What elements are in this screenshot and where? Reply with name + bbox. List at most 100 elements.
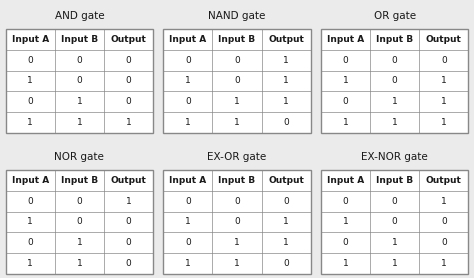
Text: 0: 0 — [343, 238, 348, 247]
Text: 0: 0 — [27, 56, 33, 65]
Text: 0: 0 — [185, 56, 191, 65]
Text: 1: 1 — [283, 76, 289, 85]
Text: 1: 1 — [343, 76, 348, 85]
Text: 0: 0 — [283, 197, 289, 206]
Text: Output: Output — [268, 35, 304, 44]
Text: 1: 1 — [27, 118, 33, 127]
Text: 1: 1 — [76, 118, 82, 127]
Text: Input B: Input B — [376, 176, 413, 185]
Text: Input A: Input A — [12, 35, 49, 44]
Text: 1: 1 — [392, 97, 398, 106]
Text: 0: 0 — [234, 56, 240, 65]
Text: 1: 1 — [283, 217, 289, 226]
Text: 0: 0 — [283, 259, 289, 268]
Bar — [164, 29, 310, 133]
Text: Input B: Input B — [219, 35, 255, 44]
Bar — [164, 29, 310, 133]
Text: 0: 0 — [126, 259, 131, 268]
Text: 1: 1 — [343, 259, 348, 268]
Text: 0: 0 — [441, 217, 447, 226]
Text: 1: 1 — [392, 118, 398, 127]
Text: 0: 0 — [392, 197, 398, 206]
Text: 1: 1 — [234, 97, 240, 106]
Text: 1: 1 — [234, 238, 240, 247]
Text: Output: Output — [110, 176, 146, 185]
Text: Input B: Input B — [219, 176, 255, 185]
Text: NAND gate: NAND gate — [208, 11, 266, 21]
Text: 1: 1 — [441, 97, 447, 106]
Text: Output: Output — [426, 176, 462, 185]
Text: Input A: Input A — [169, 35, 207, 44]
Bar — [164, 170, 310, 274]
Text: Input A: Input A — [12, 176, 49, 185]
Text: 1: 1 — [441, 118, 447, 127]
Text: 0: 0 — [392, 76, 398, 85]
Text: 1: 1 — [185, 76, 191, 85]
Text: 0: 0 — [392, 217, 398, 226]
Text: 0: 0 — [27, 97, 33, 106]
Text: Output: Output — [110, 35, 146, 44]
Text: Input A: Input A — [169, 176, 207, 185]
Text: 1: 1 — [27, 76, 33, 85]
Bar — [6, 170, 153, 274]
Text: 1: 1 — [441, 197, 447, 206]
Bar — [321, 170, 468, 274]
Text: 0: 0 — [234, 197, 240, 206]
Text: 0: 0 — [126, 217, 131, 226]
Text: Output: Output — [426, 35, 462, 44]
Text: 1: 1 — [283, 56, 289, 65]
Text: 1: 1 — [441, 76, 447, 85]
Text: 1: 1 — [283, 97, 289, 106]
Text: 0: 0 — [343, 97, 348, 106]
Text: Input B: Input B — [61, 35, 98, 44]
Text: 1: 1 — [343, 118, 348, 127]
Text: 0: 0 — [185, 238, 191, 247]
Text: OR gate: OR gate — [374, 11, 416, 21]
Bar — [6, 29, 153, 133]
Text: 0: 0 — [76, 76, 82, 85]
Text: 0: 0 — [126, 56, 131, 65]
Text: 1: 1 — [76, 259, 82, 268]
Text: 1: 1 — [27, 217, 33, 226]
Text: 0: 0 — [283, 118, 289, 127]
Bar — [321, 170, 468, 274]
Text: 0: 0 — [126, 76, 131, 85]
Text: 0: 0 — [343, 56, 348, 65]
Text: 1: 1 — [76, 238, 82, 247]
Text: 0: 0 — [441, 56, 447, 65]
Text: Input B: Input B — [376, 35, 413, 44]
Text: 0: 0 — [185, 197, 191, 206]
Text: 1: 1 — [234, 259, 240, 268]
Bar — [6, 170, 153, 274]
Text: 0: 0 — [234, 76, 240, 85]
Text: EX-OR gate: EX-OR gate — [207, 152, 266, 162]
Text: 0: 0 — [126, 238, 131, 247]
Text: 1: 1 — [126, 118, 131, 127]
Bar — [164, 170, 310, 274]
Text: 1: 1 — [185, 217, 191, 226]
Text: 0: 0 — [343, 197, 348, 206]
Text: 0: 0 — [234, 217, 240, 226]
Bar — [321, 29, 468, 133]
Text: Input A: Input A — [327, 35, 364, 44]
Text: 1: 1 — [441, 259, 447, 268]
Text: 1: 1 — [185, 118, 191, 127]
Text: 1: 1 — [283, 238, 289, 247]
Text: 0: 0 — [126, 97, 131, 106]
Text: EX-NOR gate: EX-NOR gate — [361, 152, 428, 162]
Text: 1: 1 — [343, 217, 348, 226]
Text: 0: 0 — [76, 197, 82, 206]
Text: 0: 0 — [76, 217, 82, 226]
Text: 1: 1 — [392, 238, 398, 247]
Text: 1: 1 — [234, 118, 240, 127]
Text: 0: 0 — [27, 197, 33, 206]
Text: 1: 1 — [27, 259, 33, 268]
Text: 0: 0 — [185, 97, 191, 106]
Text: Input A: Input A — [327, 176, 364, 185]
Text: 1: 1 — [392, 259, 398, 268]
Text: AND gate: AND gate — [55, 11, 104, 21]
Text: 0: 0 — [76, 56, 82, 65]
Text: Output: Output — [268, 176, 304, 185]
Text: 1: 1 — [185, 259, 191, 268]
Text: 1: 1 — [76, 97, 82, 106]
